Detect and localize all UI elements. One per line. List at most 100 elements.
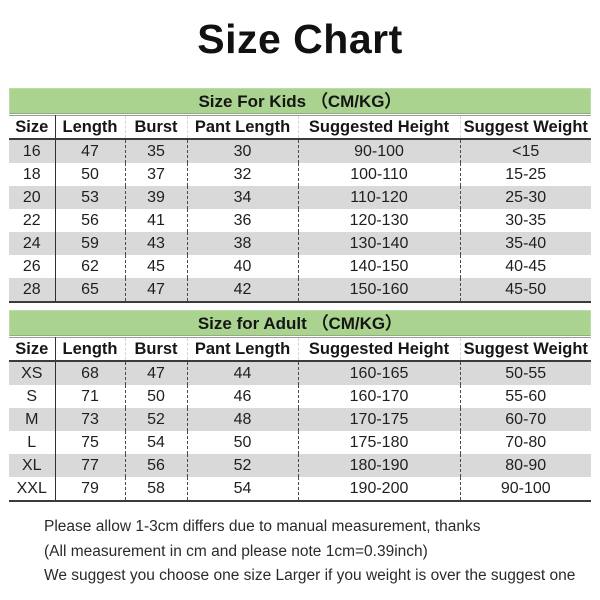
adult-size-table-section: Size for Adult （CM/KG） Size Length Burst Pa…: [9, 310, 591, 502]
table-cell: <15: [459, 139, 591, 163]
table-cell: 20: [22, 188, 41, 206]
table-cell: 130-140: [297, 232, 460, 255]
column-header: Length: [54, 115, 125, 140]
table-cell: 43: [124, 232, 187, 255]
table-cell: XXL: [16, 479, 47, 497]
table-row: XL 77 56 52 180-190 80-90: [9, 454, 591, 477]
table-cell: 45-50: [459, 278, 591, 302]
table-row: S 71 50 46 160-170 55-60: [9, 385, 591, 408]
table-cell: 22: [22, 211, 41, 229]
column-header: Pant Length: [186, 337, 298, 362]
table-cell: 41: [124, 209, 187, 232]
table-cell: 150-160: [297, 278, 460, 302]
column-header: Suggested Height: [297, 337, 460, 362]
table-cell: 75: [54, 431, 125, 454]
footer-note-line: (All measurement in cm and please note 1…: [44, 542, 428, 560]
table-cell: 80-90: [459, 454, 591, 477]
table-row: 20 53 39 34 110-120 25-30: [9, 186, 591, 209]
table-cell: 50-55: [459, 361, 591, 385]
table-row: 24 59 43 38 130-140 35-40: [9, 232, 591, 255]
table-cell: 50: [54, 163, 125, 186]
adult-size-table: Size Length Burst Pant Length Suggested Heig…: [9, 337, 591, 502]
table-cell: 56: [54, 209, 125, 232]
table-cell: 34: [186, 186, 298, 209]
adult-table-header-row: Size Length Burst Pant Length Suggested Heig…: [9, 337, 591, 362]
table-row: M 73 52 48 170-175 60-70: [9, 408, 591, 431]
table-cell: 46: [186, 385, 298, 408]
table-cell: 47: [124, 278, 187, 302]
column-header: Suggest Weight: [459, 337, 591, 362]
column-header: Length: [54, 337, 125, 362]
table-cell: 39: [124, 186, 187, 209]
kids-section-header: Size For Kids （CM/KG）: [9, 88, 591, 114]
table-row: 26 62 45 40 140-150 40-45: [9, 255, 591, 278]
column-header: Size: [9, 115, 55, 140]
table-cell: 42: [186, 278, 298, 302]
table-cell: 52: [124, 408, 187, 431]
table-cell: 54: [186, 477, 298, 501]
adult-section-header: Size for Adult （CM/KG）: [9, 310, 591, 336]
column-header: Burst: [124, 115, 187, 140]
table-cell: 100-110: [297, 163, 460, 186]
table-row: 28 65 47 42 150-160 45-50: [9, 278, 591, 302]
table-cell: 40: [186, 255, 298, 278]
table-cell: L: [27, 433, 37, 451]
kids-size-table: Size Length Burst Pant Length Suggested Heig…: [9, 115, 591, 303]
table-cell: 38: [186, 232, 298, 255]
table-cell: 54: [124, 431, 187, 454]
table-cell: 71: [54, 385, 125, 408]
table-cell: 180-190: [297, 454, 460, 477]
table-cell: 45: [124, 255, 187, 278]
table-cell: 40-45: [459, 255, 591, 278]
adult-table-body: XS 68 47 44 160-165 50-55 S 71 50 46 160-170 55-60 M…: [9, 361, 591, 501]
table-cell: 30: [186, 139, 298, 163]
table-cell: 55-60: [459, 385, 591, 408]
table-cell: 90-100: [297, 139, 460, 163]
table-cell: 30-35: [459, 209, 591, 232]
table-cell: 44: [186, 361, 298, 385]
table-cell: 50: [186, 431, 298, 454]
column-header: Pant Length: [186, 115, 298, 140]
table-cell: 65: [54, 278, 125, 302]
column-header: Size: [9, 337, 55, 362]
kids-size-table-section: Size For Kids （CM/KG） Size Length Burst Pan…: [9, 88, 591, 303]
table-cell: 52: [186, 454, 298, 477]
table-cell: S: [26, 387, 38, 405]
table-cell: 79: [54, 477, 125, 501]
table-row: 18 50 37 32 100-110 15-25: [9, 163, 591, 186]
table-row: XXL 79 58 54 190-200 90-100: [9, 477, 591, 501]
table-cell: 175-180: [297, 431, 460, 454]
table-row: L 75 54 50 175-180 70-80: [9, 431, 591, 454]
table-cell: 37: [124, 163, 187, 186]
table-cell: 62: [54, 255, 125, 278]
table-cell: 48: [186, 408, 298, 431]
table-cell: 53: [54, 186, 125, 209]
table-cell: 47: [124, 361, 187, 385]
table-cell: 190-200: [297, 477, 460, 501]
table-cell: XS: [21, 364, 43, 382]
table-cell: 56: [124, 454, 187, 477]
footer-notes: Please allow 1-3cm differs due to manual…: [44, 515, 580, 589]
table-row: 22 56 41 36 120-130 30-35: [9, 209, 591, 232]
kids-table-header-row: Size Length Burst Pant Length Suggested Heig…: [9, 115, 591, 140]
table-cell: 68: [54, 361, 125, 385]
table-cell: 110-120: [297, 186, 460, 209]
table-cell: 77: [54, 454, 125, 477]
column-header: Suggested Height: [297, 115, 460, 140]
table-cell: 28: [22, 280, 41, 298]
column-header: Burst: [124, 337, 187, 362]
kids-table-body: 16 47 35 30 90-100 <15 18 50 37 32 100-110 15-25 20 5…: [9, 139, 591, 302]
table-cell: 73: [54, 408, 125, 431]
table-cell: 35: [124, 139, 187, 163]
table-cell: 59: [54, 232, 125, 255]
table-cell: 50: [124, 385, 187, 408]
table-cell: 16: [22, 142, 41, 160]
table-cell: 36: [186, 209, 298, 232]
column-header: Suggest Weight: [459, 115, 591, 140]
table-cell: 70-80: [459, 431, 591, 454]
table-cell: 58: [124, 477, 187, 501]
table-cell: XL: [21, 456, 42, 474]
table-row: 16 47 35 30 90-100 <15: [9, 139, 591, 163]
table-cell: 26: [22, 257, 41, 275]
table-cell: 120-130: [297, 209, 460, 232]
